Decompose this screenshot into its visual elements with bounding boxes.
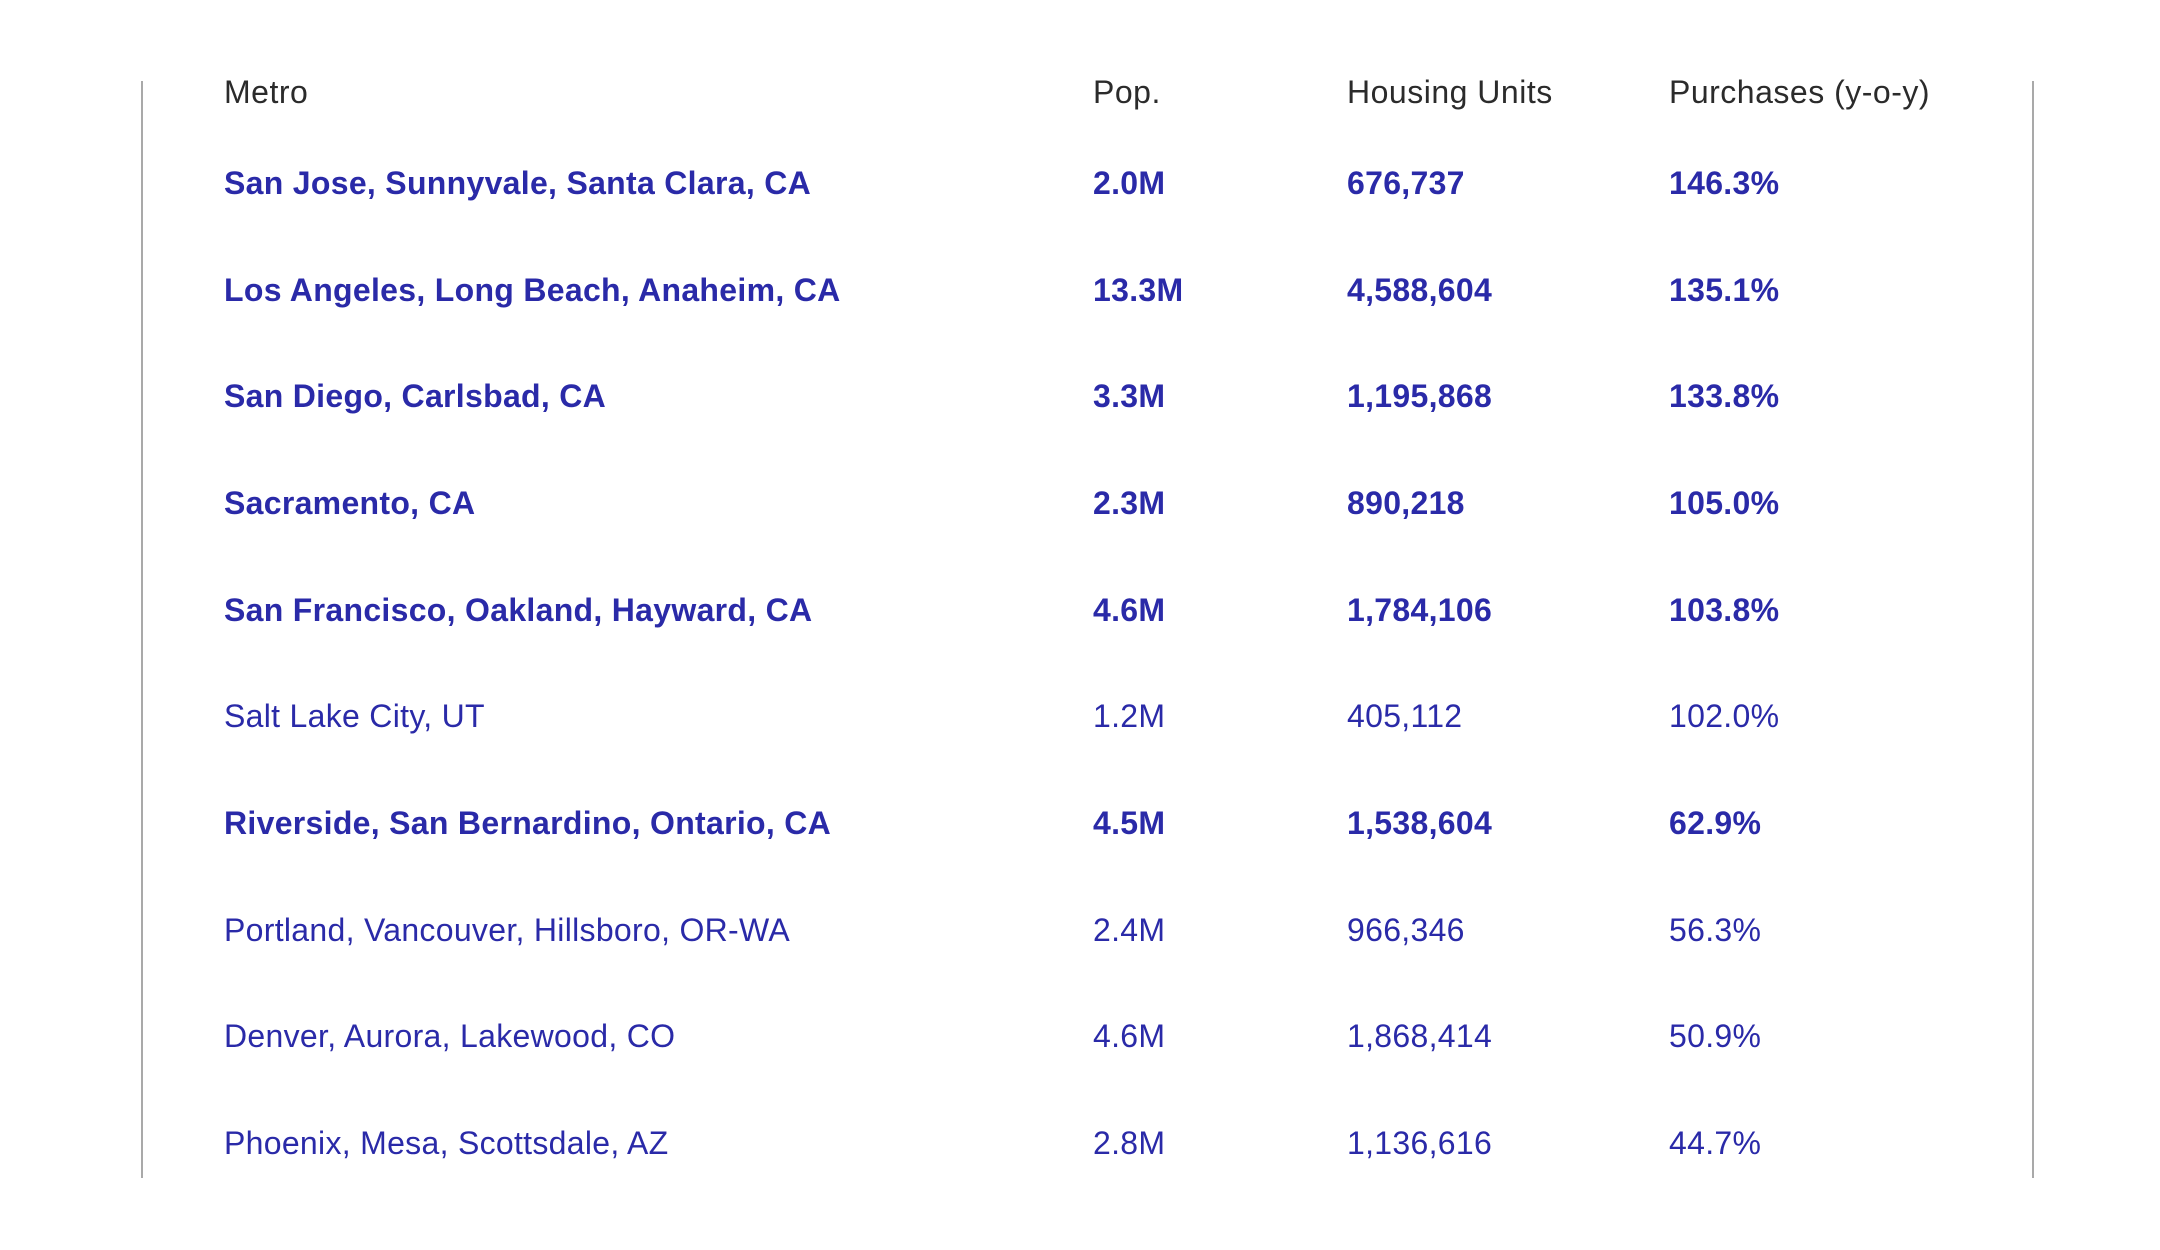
table-row: Portland, Vancouver, Hillsboro, OR-WA 2.… [224,877,2029,984]
cell-population: 13.3M [1093,271,1184,308]
cell-purchases: 102.0% [1669,698,1780,735]
cell-housing-units: 676,737 [1347,164,1465,201]
cell-population: 4.5M [1093,804,1166,841]
cell-housing-units: 1,538,604 [1347,804,1493,841]
cell-population: 2.8M [1093,1125,1166,1162]
cell-population: 2.0M [1093,164,1166,201]
cell-housing-units: 1,195,868 [1347,378,1493,415]
cell-population: 4.6M [1093,591,1166,628]
cell-housing-units: 1,868,414 [1347,1018,1493,1055]
table-frame [141,81,2034,1178]
cell-purchases: 146.3% [1669,164,1780,201]
cell-housing-units: 405,112 [1347,698,1463,735]
cell-purchases: 105.0% [1669,484,1780,521]
table-row: San Diego, Carlsbad, CA 3.3M 1,195,868 1… [224,343,2029,450]
cell-metro: Phoenix, Mesa, Scottsdale, AZ [224,1125,669,1162]
table-row: San Francisco, Oakland, Hayward, CA 4.6M… [224,557,2029,664]
cell-purchases: 50.9% [1669,1018,1762,1055]
table-row: San Jose, Sunnyvale, Santa Clara, CA 2.0… [224,128,2029,237]
cell-housing-units: 890,218 [1347,484,1465,521]
cell-population: 2.3M [1093,484,1166,521]
cell-population: 4.6M [1093,1018,1166,1055]
cell-purchases: 62.9% [1669,804,1762,841]
cell-housing-units: 966,346 [1347,911,1465,948]
table-row: Los Angeles, Long Beach, Anaheim, CA 13.… [224,237,2029,344]
header-housing-units: Housing Units [1347,73,1553,110]
table-row: Sacramento, CA 2.3M 890,218 105.0% [224,450,2029,557]
cell-purchases: 44.7% [1669,1125,1762,1162]
table-row: Riverside, San Bernardino, Ontario, CA 4… [224,770,2029,877]
cell-metro: Denver, Aurora, Lakewood, CO [224,1018,676,1055]
header-metro: Metro [224,73,309,110]
table-row: Salt Lake City, UT 1.2M 405,112 102.0% [224,663,2029,770]
cell-metro: Sacramento, CA [224,484,476,521]
cell-purchases: 133.8% [1669,378,1780,415]
table-header-row: Metro Pop. Housing Units Purchases (y-o-… [224,56,2029,128]
cell-metro: Riverside, San Bernardino, Ontario, CA [224,804,832,841]
cell-purchases: 56.3% [1669,911,1762,948]
header-population: Pop. [1093,73,1161,110]
cell-metro: San Jose, Sunnyvale, Santa Clara, CA [224,164,812,201]
header-purchases: Purchases (y-o-y) [1669,73,1930,110]
cell-metro: San Diego, Carlsbad, CA [224,378,607,415]
cell-metro: Portland, Vancouver, Hillsboro, OR-WA [224,911,790,948]
cell-metro: Salt Lake City, UT [224,698,485,735]
cell-population: 2.4M [1093,911,1166,948]
cell-purchases: 103.8% [1669,591,1780,628]
cell-housing-units: 1,784,106 [1347,591,1493,628]
table-row: Denver, Aurora, Lakewood, CO 4.6M 1,868,… [224,984,2029,1091]
cell-metro: Los Angeles, Long Beach, Anaheim, CA [224,271,841,308]
metro-purchases-table: Metro Pop. Housing Units Purchases (y-o-… [224,56,2029,1197]
cell-population: 3.3M [1093,378,1166,415]
table-row: Phoenix, Mesa, Scottsdale, AZ 2.8M 1,136… [224,1090,2029,1197]
cell-housing-units: 4,588,604 [1347,271,1493,308]
cell-metro: San Francisco, Oakland, Hayward, CA [224,591,813,628]
cell-population: 1.2M [1093,698,1166,735]
cell-purchases: 135.1% [1669,271,1780,308]
cell-housing-units: 1,136,616 [1347,1125,1493,1162]
